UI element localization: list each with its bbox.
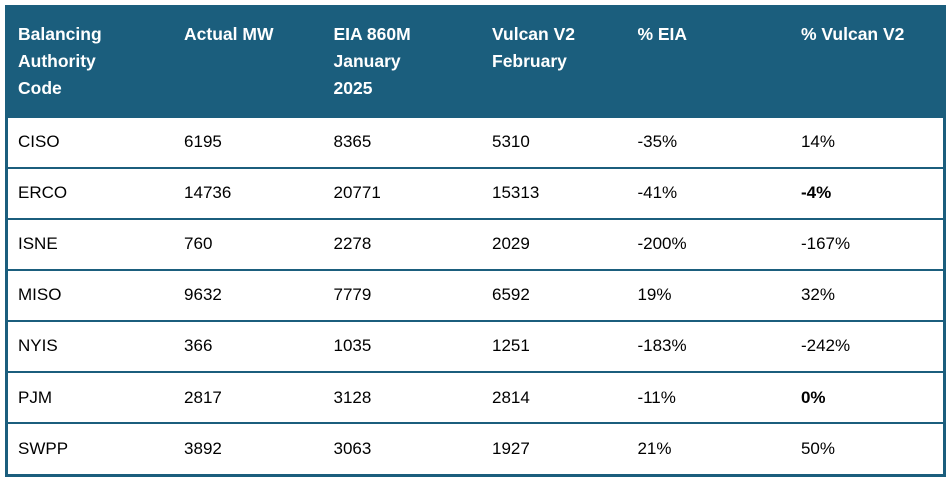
table-row-miso: MISO 9632 7779 6592 19% 32%: [6, 268, 945, 321]
table-cell: 2278: [323, 217, 482, 270]
table-cell: 1035: [323, 319, 482, 373]
table-cell: -41%: [627, 166, 791, 219]
table-cell: 2814: [482, 371, 628, 424]
row-label-cell: NYIS: [6, 319, 175, 373]
table-row-nyis: NYIS 366 1035 1251 -183% -242%: [6, 319, 945, 373]
row-label-cell: PJM: [6, 371, 175, 424]
table-row-erco: ERCO 14736 20771 15313 -41% -4%: [6, 166, 945, 219]
table-cell: 50%: [790, 422, 945, 476]
table-row-isne: ISNE 760 2278 2029 -200% -167%: [6, 217, 945, 270]
table-cell: 366: [174, 319, 324, 373]
table-cell: 0%: [790, 371, 945, 424]
table-cell: -11%: [627, 371, 791, 424]
table-cell: -4%: [790, 166, 945, 219]
row-label-cell: ERCO: [6, 166, 175, 219]
table-cell: 19%: [627, 268, 791, 321]
table-row-pjm: PJM 2817 3128 2814 -11% 0%: [6, 371, 945, 424]
table-cell: 5310: [482, 115, 628, 168]
table-cell: 2817: [174, 371, 324, 424]
table-cell: 15313: [482, 166, 628, 219]
table-cell: 3128: [323, 371, 482, 424]
column-header-vulcan-v2-february: Vulcan V2 February: [482, 6, 628, 117]
column-header-eia-860m-january-2025: EIA 860M January 2025: [323, 6, 482, 117]
table-cell: -35%: [627, 115, 791, 168]
table-cell: 1927: [482, 422, 628, 476]
table-cell: 8365: [323, 115, 482, 168]
table-row-ciso: CISO 6195 8365 5310 -35% 14%: [6, 115, 945, 168]
table-cell: 760: [174, 217, 324, 270]
header-row: Balancing Authority Code Actual MW EIA 860…: [6, 6, 945, 117]
table-body: CISO 6195 8365 5310 -35% 14% ERCO 14736 20771 153…: [6, 115, 945, 476]
table-cell: 21%: [627, 422, 791, 476]
table-cell: -200%: [627, 217, 791, 270]
table-cell: 6195: [174, 115, 324, 168]
table-cell: 7779: [323, 268, 482, 321]
table-cell: 9632: [174, 268, 324, 321]
table-cell: 3063: [323, 422, 482, 476]
column-header-pct-eia: % EIA: [627, 6, 791, 117]
row-label-cell: MISO: [6, 268, 175, 321]
table-cell: -183%: [627, 319, 791, 373]
table-cell: 20771: [323, 166, 482, 219]
column-header-actual-mw: Actual MW: [174, 6, 324, 117]
row-label-cell: ISNE: [6, 217, 175, 270]
table-row-swpp: SWPP 3892 3063 1927 21% 50%: [6, 422, 945, 476]
column-header-balancing-authority-code: Balancing Authority Code: [6, 6, 175, 117]
table-cell: 2029: [482, 217, 628, 270]
table-cell: -167%: [790, 217, 945, 270]
table-cell: 14%: [790, 115, 945, 168]
table-cell: -242%: [790, 319, 945, 373]
table-header: Balancing Authority Code Actual MW EIA 860…: [6, 6, 945, 117]
table-cell: 3892: [174, 422, 324, 476]
row-label-cell: CISO: [6, 115, 175, 168]
ba-comparison-table: Balancing Authority Code Actual MW EIA 860…: [5, 5, 946, 477]
table-cell: 1251: [482, 319, 628, 373]
table-cell: 14736: [174, 166, 324, 219]
row-label-cell: SWPP: [6, 422, 175, 476]
column-header-pct-vulcan-v2: % Vulcan V2: [790, 6, 945, 117]
table-cell: 32%: [790, 268, 945, 321]
table-cell: 6592: [482, 268, 628, 321]
